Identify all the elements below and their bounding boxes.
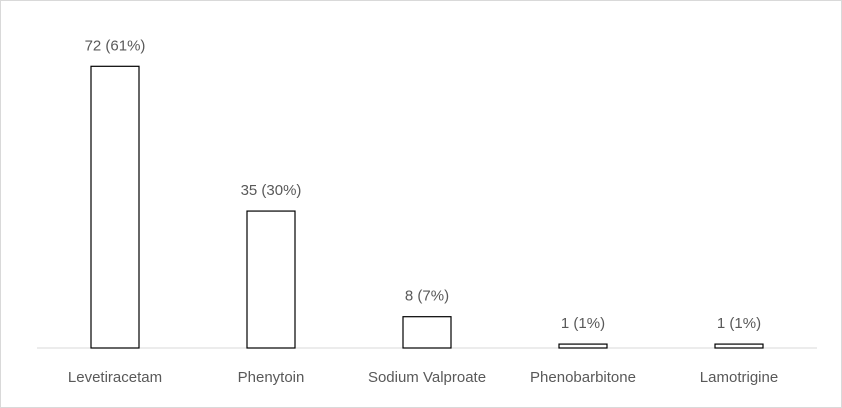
x-tick-label: Lamotrigine [700,369,778,386]
data-label: 35 (30%) [241,182,302,199]
x-tick-label: Levetiracetam [68,369,162,386]
bar [90,65,140,349]
data-label: 8 (7%) [405,288,449,305]
data-label: 72 (61%) [85,37,146,54]
x-tick-label: Phenobarbitone [530,369,636,386]
x-tick-label: Sodium Valproate [368,369,486,386]
bar [558,343,608,349]
data-label: 1 (1%) [717,315,761,332]
bar [246,210,296,349]
bar [402,316,452,349]
bar [714,343,764,349]
data-label: 1 (1%) [561,315,605,332]
x-tick-label: Phenytoin [238,369,305,386]
